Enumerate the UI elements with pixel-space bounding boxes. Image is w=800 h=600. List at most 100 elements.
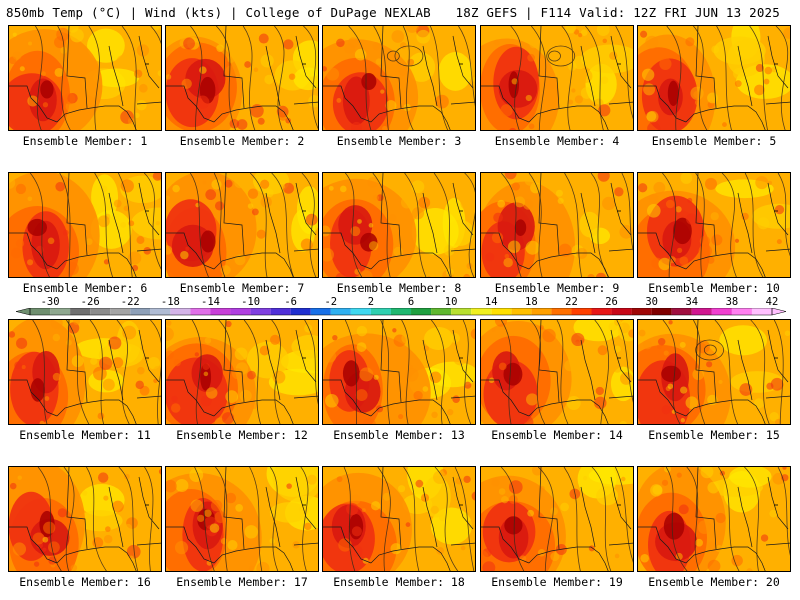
temperature-map [638,467,790,571]
ensemble-member-label: Ensemble Member: 10 [648,281,780,295]
colorbar-bin [130,308,151,315]
ensemble-member-label: Ensemble Member: 11 [19,428,151,442]
temperature-map [9,26,161,130]
colorbar-tick-label: 34 [685,296,699,308]
colorbar-bin [150,308,171,315]
colorbar-bar [15,308,787,316]
colorbar-bin [290,308,311,315]
temperature-map [166,173,318,277]
colorbar-bin [691,308,712,315]
ensemble-member-label: Ensemble Member: 17 [176,575,308,589]
colorbar-tick-label: -26 [80,296,100,308]
colorbar-outline [29,308,773,316]
ensemble-member-label: Ensemble Member: 3 [336,134,462,148]
temperature-map [323,26,475,130]
colorbar-tick-label: -2 [324,296,338,308]
ensemble-member-panel [480,172,634,278]
colorbar-bin [591,308,612,315]
header-valid-time: 18Z GEFS | F114 Valid: 12Z FRI JUN 13 20… [455,5,780,20]
colorbar-tick-label: 6 [407,296,415,308]
ensemble-member-label: Ensemble Member: 6 [22,281,148,295]
temperature-map [323,467,475,571]
colorbar-tick-label: -6 [284,296,298,308]
temperature-map [638,173,790,277]
temperature-map [481,467,633,571]
ensemble-member-label: Ensemble Member: 9 [494,281,620,295]
ensemble-member-panel [322,172,476,278]
temperature-map [9,320,161,424]
colorbar-bin [531,308,552,315]
colorbar-bin [390,308,412,315]
ensemble-member-label: Ensemble Member: 19 [491,575,623,589]
colorbar-bin [330,308,351,315]
colorbar-tick-label: 10 [444,296,458,308]
temperature-map [481,26,633,130]
ensemble-member-panel [322,466,476,572]
colorbar-bin [611,308,632,315]
ensemble-member-label: Ensemble Member: 2 [179,134,305,148]
colorbar-tick-label: 18 [525,296,538,308]
temperature-map [166,320,318,424]
ensemble-member-panel [322,319,476,425]
ensemble-member-label: Ensemble Member: 20 [648,575,780,589]
ensemble-member-panel [165,172,319,278]
ensemble-member-panel [165,319,319,425]
colorbar-arrow-low [15,308,31,316]
colorbar-bin [651,308,672,315]
ensemble-member-panel [165,25,319,131]
ensemble-member-label: Ensemble Member: 18 [333,575,465,589]
colorbar-bin [350,308,371,315]
colorbar-bin [711,308,732,315]
header-title: 850mb Temp (°C) | Wind (kts) | College o… [6,5,431,20]
colorbar-arrow-high [771,308,787,316]
colorbar-bin [230,308,251,315]
temperature-map [9,467,161,571]
colorbar-bin [571,308,592,315]
colorbar-tick-label: 14 [484,296,498,308]
ensemble-member-panel [480,466,634,572]
colorbar-tick-label: 26 [605,296,618,308]
colorbar-tick-label: 42 [765,296,779,308]
temperature-map [481,320,633,424]
colorbar-bin [551,308,572,315]
colorbar-tick-label: 38 [725,296,739,308]
colorbar-tick-label: 30 [645,296,658,308]
colorbar-tick-label: 22 [565,296,578,308]
ensemble-member-label: Ensemble Member: 13 [333,428,465,442]
ensemble-member-panel [637,172,791,278]
temperature-colorbar: -30 -26 -22 -18 -14 -10 -6 -2 2 6 10 14 18 22 26 30 34 38… [0,297,800,319]
colorbar-bin [631,308,652,315]
colorbar-bin [491,308,512,315]
colorbar-bin [751,308,772,315]
ensemble-member-label: Ensemble Member: 8 [336,281,462,295]
colorbar-bin [671,308,692,315]
ensemble-member-panel [637,25,791,131]
temperature-map [166,467,318,571]
ensemble-member-panel [637,319,791,425]
temperature-map [481,173,633,277]
colorbar-bin [110,308,131,315]
colorbar-bin [310,308,331,315]
ensemble-member-label: Ensemble Member: 12 [176,428,308,442]
colorbar-tick-label: -10 [241,296,261,308]
temperature-map [323,173,475,277]
colorbar-bin [90,308,111,315]
temperature-map [323,320,475,424]
ensemble-member-panel [8,466,162,572]
colorbar-bin [370,308,391,315]
colorbar-bin [511,308,532,315]
ensemble-member-panel [165,466,319,572]
colorbar-tick-label: -22 [120,296,140,308]
ensemble-member-panel [480,319,634,425]
colorbar-bin [411,308,432,315]
colorbar-bin [70,308,91,315]
colorbar-bin [50,308,71,315]
colorbar-tick-label: -18 [160,296,180,308]
temperature-map [638,320,790,424]
colorbar-bin [30,308,51,315]
ensemble-member-panel [322,25,476,131]
colorbar-tick-label: 2 [367,296,375,308]
colorbar-bin [170,308,191,315]
colorbar-bin [270,308,291,315]
ensemble-member-label: Ensemble Member: 4 [494,134,620,148]
